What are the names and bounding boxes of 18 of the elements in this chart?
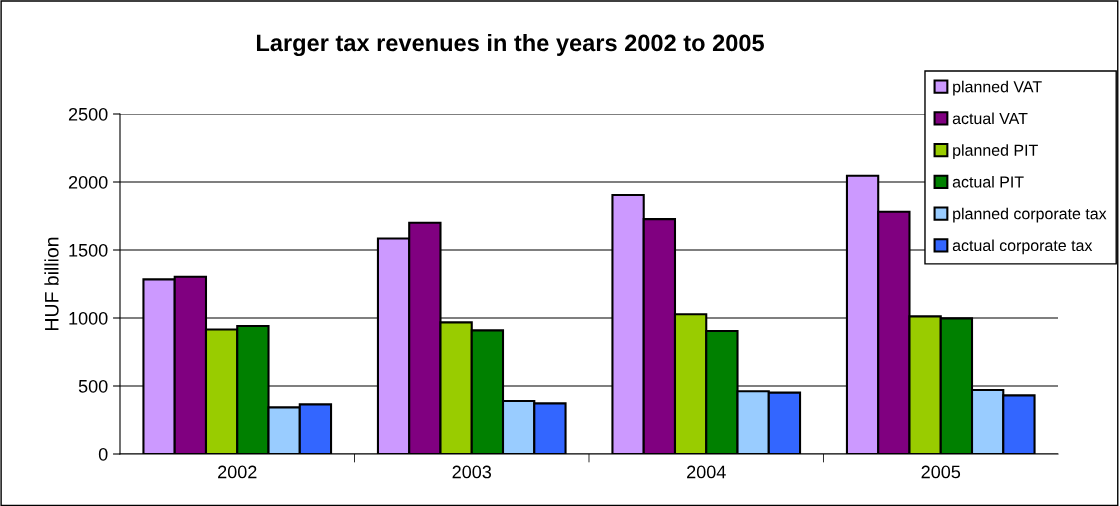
y-tick-label: 1500 (69, 243, 108, 257)
legend-label: planned PIT (953, 144, 1038, 160)
legend-label: actual PIT (952, 175, 1024, 188)
legend-label: planned VAT (953, 80, 1042, 96)
legend-label: actual corporate tax (952, 239, 1093, 255)
x-tick-label: 2004 (687, 465, 726, 479)
legend-label: actual VAT (952, 112, 1028, 125)
y-tick-label: 2000 (68, 175, 108, 189)
legend-label: planned corporate tax (953, 207, 1107, 223)
x-tick-label: 2002 (218, 465, 257, 479)
y-axis-title: HUF billion (44, 237, 59, 330)
x-tick-label: 2003 (452, 465, 492, 479)
y-tick-label: 500 (78, 379, 108, 393)
x-tick-label: 2005 (921, 465, 961, 479)
y-tick-label: 2500 (68, 107, 108, 121)
y-tick-label: 0 (98, 447, 108, 461)
y-tick-label: 1000 (69, 311, 108, 325)
chart-title: Larger tax revenues in the years 2002 to 2005 (256, 33, 764, 57)
